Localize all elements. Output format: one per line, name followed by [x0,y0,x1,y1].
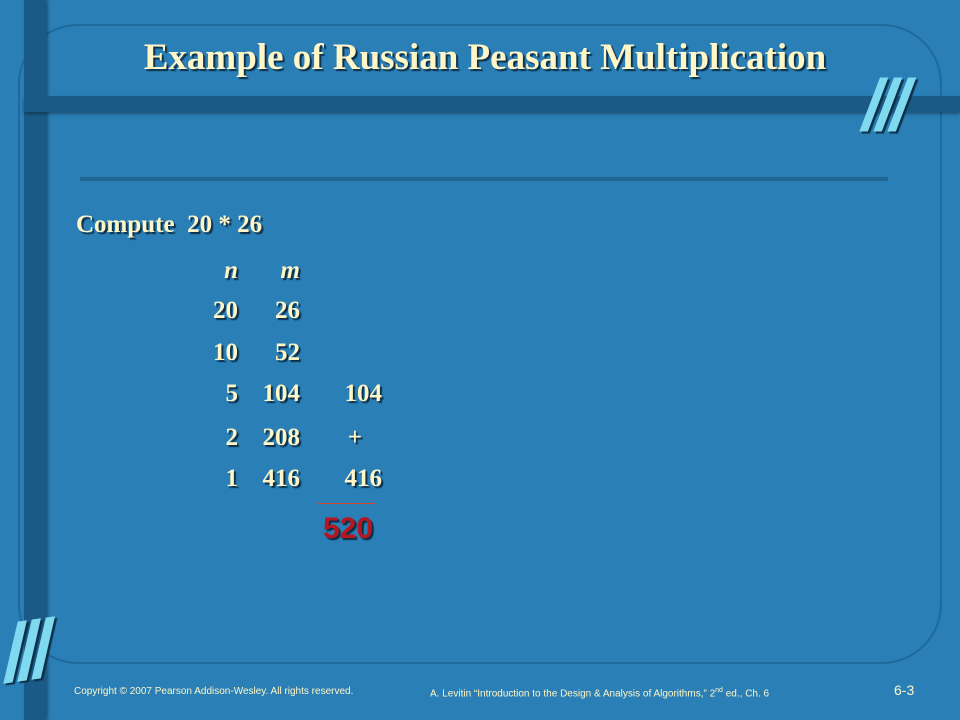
citation-superscript: nd [715,687,723,694]
left-accent-bar [24,0,46,720]
row-sum-value: 104 [344,380,383,407]
title-underline-bar [24,96,960,112]
row-sum-operator: + [347,424,362,451]
row-n-value: 5 [225,380,239,407]
result-value: 520 [323,512,374,545]
row-m-value: 26 [275,297,300,324]
row-n-value: 2 [225,424,239,451]
row-m-value: 416 [262,465,301,492]
row-n-value: 1 [225,465,239,492]
row-sum-value: 416 [344,465,383,492]
copyright-notice: Copyright © 2007 Pearson Addison-Wesley.… [74,686,354,697]
slash-decoration-icon: /// [862,66,910,146]
row-m-value: 208 [262,424,301,451]
sum-underline [318,503,376,504]
row-m-value: 52 [275,339,300,366]
row-m-value: 104 [262,380,301,407]
page-number: 6-3 [894,682,915,698]
compute-label: Compute 20 * 26 [76,211,263,238]
citation-text: A. Levitin “Introduction to the Design &… [430,688,716,700]
row-n-value: 10 [213,339,238,366]
citation-text-end: ed., Ch. 6 [722,688,770,700]
citation: A. Levitin “Introduction to the Design &… [430,687,769,699]
slide-title: Example of Russian Peasant Multiplicatio… [143,37,827,78]
header-n: n [224,257,238,284]
slide-frame [18,24,942,664]
content-divider [80,177,888,181]
row-n-value: 20 [213,297,238,324]
header-m: m [280,257,300,284]
